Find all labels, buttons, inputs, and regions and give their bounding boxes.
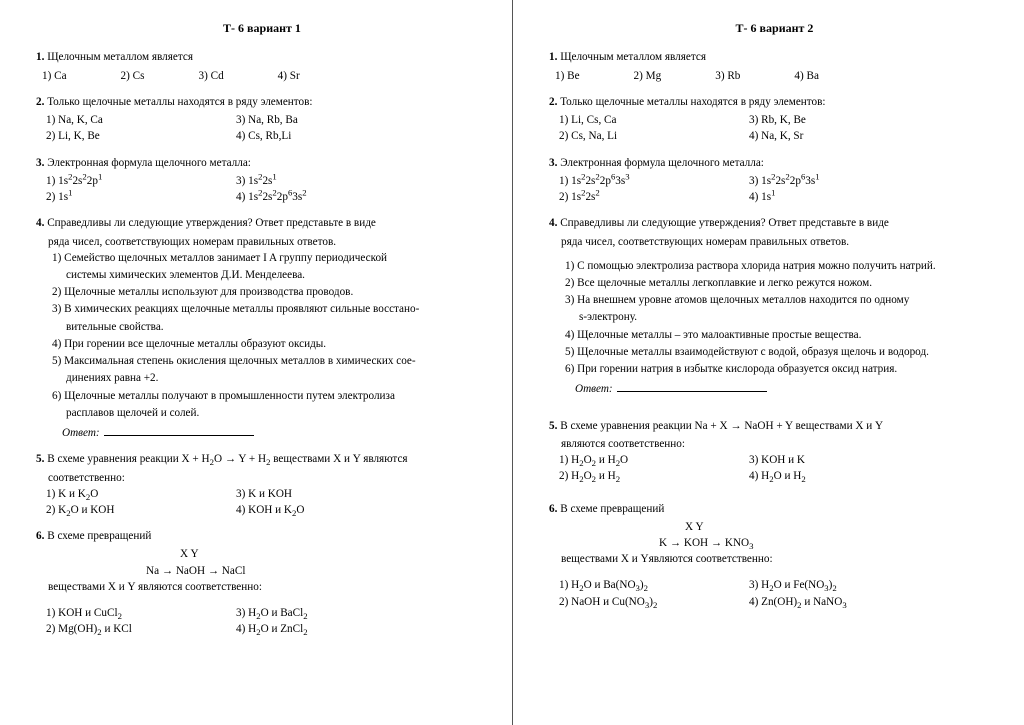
v1-q4-head2: ряда чисел, соответствующих номерам прав… (36, 234, 488, 250)
v1-q5-a2: 2) K2O и KOH (46, 502, 236, 518)
v1-q2: 2. Только щелочные металлы находятся в р… (36, 94, 488, 145)
v2-q1: 1. Щелочным металлом является 1) Be 2) M… (549, 49, 1000, 83)
v1-q3-a1: 1) 1s22s22p1 (46, 173, 236, 189)
v1-q5-head2: соответственно: (36, 470, 488, 486)
v2-q6-head: В схеме превращений (560, 503, 664, 515)
v1-q3-head: Электронная формула щелочного металла: (47, 157, 251, 169)
v1-q1-o3: 3) Cd (198, 68, 223, 84)
v2-q4-s5: 5) Щелочные металлы взаимодействуют с во… (565, 344, 1000, 360)
v2-q4-s6: 6) При горении натрия в избытке кислород… (565, 361, 1000, 377)
v2-q6-a3: 3) H2O и Fe(NO3)2 (749, 577, 837, 593)
v1-q6-a4: 4) H2O и ZnCl2 (236, 621, 308, 637)
v2-q5-head: В схеме уравнения реакции Na + X → NaOH … (560, 420, 883, 432)
v2-q5-a3: 3) KOH и K (749, 452, 805, 468)
answer-line (104, 435, 254, 436)
v1-q4-s3a: 3) В химических реакциях щелочные металл… (52, 301, 488, 317)
v1-q1-o2: 2) Cs (121, 68, 145, 84)
v2-q2-a3: 3) Rb, K, Be (749, 112, 806, 128)
v2-q5-a4: 4) H2O и H2 (749, 468, 806, 484)
v2-q3: 3. Электронная формула щелочного металла… (549, 155, 1000, 206)
v2-q5-head2: являются соответственно: (549, 436, 1000, 452)
v2-q3-head: Электронная формула щелочного металла: (560, 157, 764, 169)
v1-q5: 5. В схеме уравнения реакции X + H2O → Y… (36, 451, 488, 518)
v2-q4-s2: 2) Все щелочные металлы легкоплавкие и л… (565, 275, 1000, 291)
v1-q2-a2: 2) Li, K, Be (46, 128, 236, 144)
answer-line-2 (617, 391, 767, 392)
v1-q2-a4: 4) Cs, Rb,Li (236, 128, 291, 144)
v1-q5-a3: 3) K и KOH (236, 486, 292, 502)
v1-q2-a1: 1) Na, K, Ca (46, 112, 236, 128)
v2-q4-head1: Справедливы ли следующие утверждения? От… (560, 217, 889, 229)
variant-1: Т- 6 вариант 1 1. Щелочным металлом явля… (0, 0, 512, 725)
v1-q3-a2: 2) 1s1 (46, 189, 236, 205)
v1-q4-ans: Ответ: (62, 427, 100, 439)
v2-q5: 5. В схеме уравнения реакции Na + X → Na… (549, 418, 1000, 485)
title-v1: Т- 6 вариант 1 (36, 20, 488, 37)
v2-q6-chain: K → KOH → KNO3 (549, 535, 1000, 551)
variant-2: Т- 6 вариант 2 1. Щелочным металлом явля… (512, 0, 1024, 725)
v1-q4-s5a: 5) Максимальная степень окисления щелочн… (52, 353, 488, 369)
v2-q4-s3a: 3) На внешнем уровне атомов щелочных мет… (565, 292, 1000, 308)
v1-q5-head: В схеме уравнения реакции X + H2O → Y + … (47, 453, 407, 465)
v2-q3-a2: 2) 1s22s2 (559, 189, 749, 205)
v2-q3-a4: 4) 1s1 (749, 189, 775, 205)
v1-q4-s2: 2) Щелочные металлы используют для произ… (52, 284, 488, 300)
v1-q1: 1. Щелочным металлом является 1) Ca 2) C… (36, 49, 488, 83)
v1-q3-a4: 4) 1s22s22p63s2 (236, 189, 307, 205)
v1-q1-o4: 4) Sr (278, 68, 300, 84)
v1-q4-head1: Справедливы ли следующие утверждения? От… (47, 217, 376, 229)
v2-q5-a1: 1) H2O2 и H2O (559, 452, 749, 468)
v1-q2-a3: 3) Na, Rb, Ba (236, 112, 298, 128)
v1-q4-s6b: расплавов щелочей и солей. (52, 405, 488, 421)
v2-q6-a2: 2) NaOH и Cu(NO3)2 (559, 594, 749, 610)
v1-q6-head: В схеме превращений (47, 530, 151, 542)
v2-q2-a1: 1) Li, Cs, Ca (559, 112, 749, 128)
v2-q2-head: Только щелочные металлы находятся в ряду… (560, 96, 825, 108)
v2-q4-ans: Ответ: (575, 383, 613, 395)
v2-q1-head: Щелочным металлом является (560, 51, 706, 63)
v2-q4-s4: 4) Щелочные металлы – это малоактивные п… (565, 327, 1000, 343)
v2-q4-head2: ряда чисел, соответствующих номерам прав… (549, 234, 1000, 250)
v1-q3: 3. Электронная формула щелочного металла… (36, 155, 488, 206)
v2-q1-o4: 4) Ba (794, 68, 819, 84)
v1-q4-s3b: вительные свойства. (52, 319, 488, 335)
v2-q5-a2: 2) H2O2 и H2 (559, 468, 749, 484)
v1-q4-s6a: 6) Щелочные металлы получают в промышлен… (52, 388, 488, 404)
v1-q4-s1a: 1) Семейство щелочных металлов занимает … (52, 250, 488, 266)
v2-q6-a1: 1) H2O и Ba(NO3)2 (559, 577, 749, 593)
v2-q2-a2: 2) Cs, Na, Li (559, 128, 749, 144)
v1-q4-s4: 4) При горении все щелочные металлы обра… (52, 336, 488, 352)
v1-q6-tail: веществами X и Y являются соответственно… (36, 579, 488, 595)
v1-q5-a4: 4) KOH и K2O (236, 502, 304, 518)
v1-q6-a1: 1) KOH и CuCl2 (46, 605, 236, 621)
v1-q5-a1: 1) K и K2O (46, 486, 236, 502)
v2-q1-o3: 3) Rb (715, 68, 740, 84)
v1-q2-head: Только щелочные металлы находятся в ряду… (47, 96, 312, 108)
v1-q1-o1: 1) Ca (42, 68, 67, 84)
v2-q6-tail: веществами X и Yявляются соответственно: (549, 551, 1000, 567)
v2-q2: 2. Только щелочные металлы находятся в р… (549, 94, 1000, 145)
v2-q6: 6. В схеме превращений X Y K → KOH → KNO… (549, 501, 1000, 610)
v2-q6-a4: 4) Zn(OH)2 и NaNO3 (749, 594, 847, 610)
title-v2: Т- 6 вариант 2 (549, 20, 1000, 37)
v1-q6-xy: X Y (36, 546, 488, 562)
v1-q4-s1b: системы химических элементов Д.И. Мендел… (52, 267, 488, 283)
v2-q1-o1: 1) Be (555, 68, 580, 84)
v2-q6-xy: X Y (549, 519, 1000, 535)
v1-q6-chain: Na → NaOH → NaCl (36, 563, 488, 579)
v1-q4-s5b: динениях равна +2. (52, 370, 488, 386)
v2-q4-s3b: s-электрону. (565, 309, 1000, 325)
v1-q6-a2: 2) Mg(OH)2 и KCl (46, 621, 236, 637)
v2-q4-s1: 1) С помощью электролиза раствора хлорид… (565, 258, 1000, 274)
v2-q2-a4: 4) Na, K, Sr (749, 128, 803, 144)
v1-q1-head: Щелочным металлом является (47, 51, 193, 63)
v1-q3-a3: 3) 1s22s1 (236, 173, 277, 189)
v2-q3-a3: 3) 1s22s22p63s1 (749, 173, 820, 189)
v2-q1-o2: 2) Mg (634, 68, 662, 84)
v1-q6: 6. В схеме превращений X Y Na → NaOH → N… (36, 528, 488, 637)
v1-q4: 4. Справедливы ли следующие утверждения?… (36, 215, 488, 441)
v2-q4: 4. Справедливы ли следующие утверждения?… (549, 215, 1000, 397)
v1-q6-a3: 3) H2O и BaCl2 (236, 605, 308, 621)
v2-q3-a1: 1) 1s22s22p63s3 (559, 173, 749, 189)
